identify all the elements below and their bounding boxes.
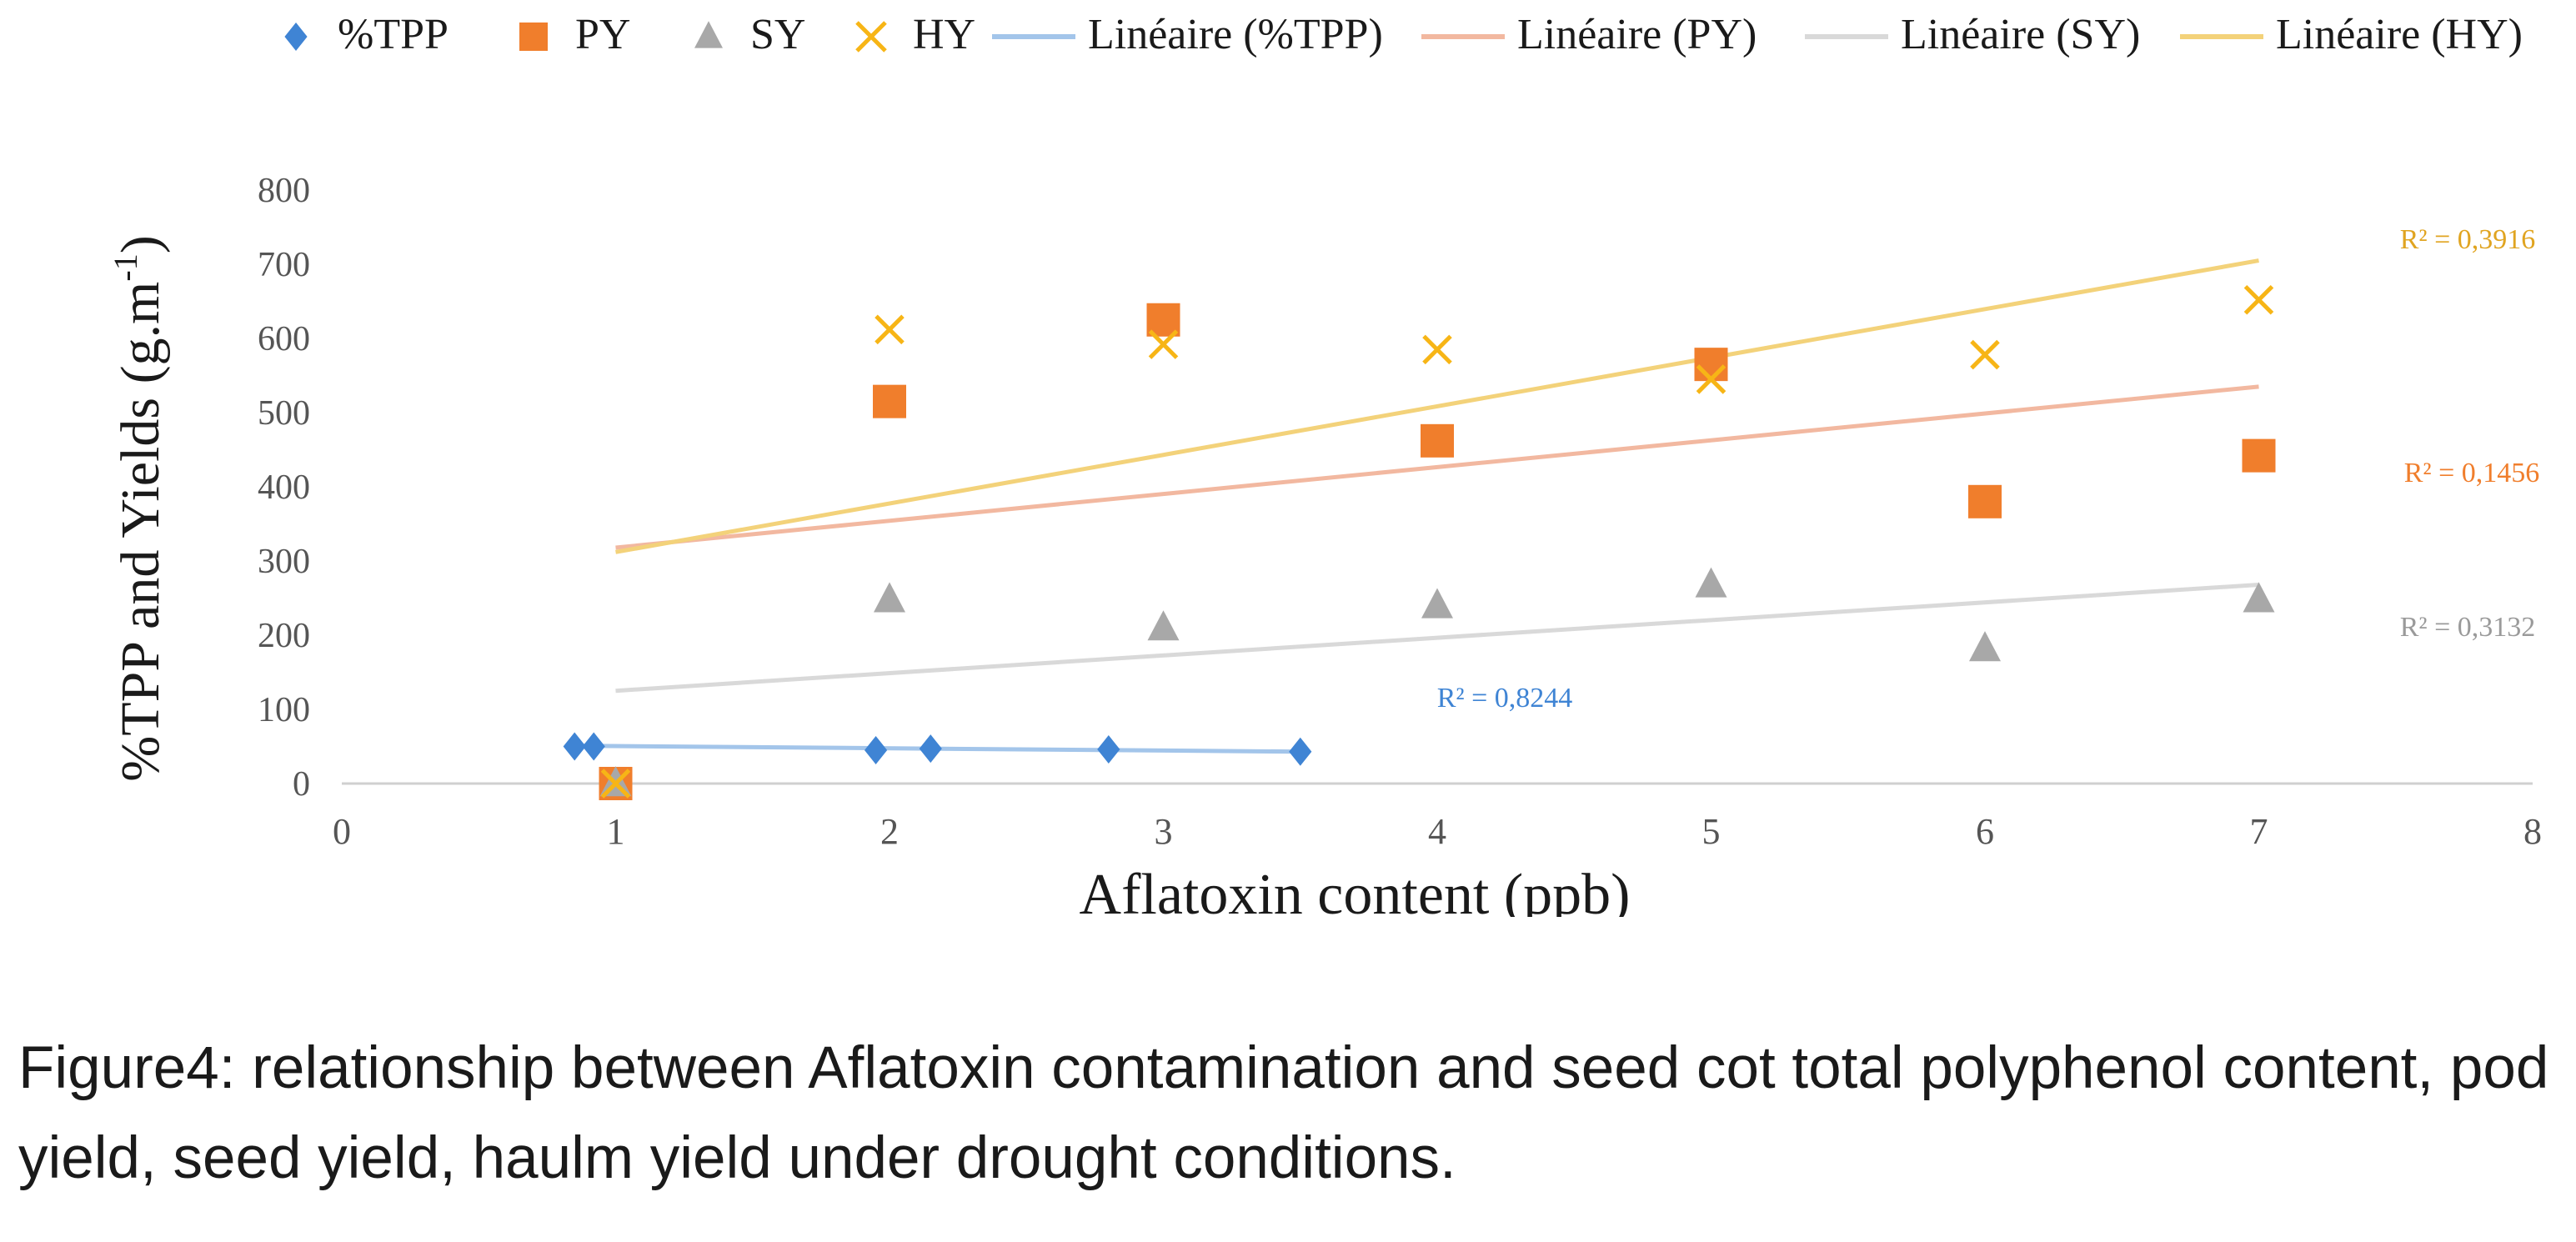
data-point-pct-tpp	[864, 735, 888, 764]
chart: %TPP PY SY HY Linéaire (%TPP) Linéaire (PY) Li…	[107, 11, 2542, 917]
legend-label: HY	[913, 11, 975, 58]
data-point-pct-tpp	[919, 734, 942, 764]
caption-line-2: yield, seed yield, haulm yield under dro…	[18, 1125, 1456, 1191]
data-point-pct-tpp	[563, 732, 586, 761]
data-points	[563, 284, 2276, 800]
x-tick-labels: 0 1 2 3 4 5 6 7 8	[333, 811, 2542, 852]
data-point-hy	[1696, 364, 1727, 394]
x-tick-label: 4	[1428, 811, 1446, 852]
legend-label: Linéaire (%TPP)	[1088, 11, 1383, 58]
x-tick-label: 0	[333, 811, 351, 852]
legend-label: Linéaire (HY)	[2276, 11, 2523, 58]
legend-label: PY	[575, 11, 630, 58]
data-point-py	[1421, 423, 1454, 458]
y-tick-labels: 0 100 200 300 400 500 600 700 800	[258, 172, 310, 804]
legend-label: %TPP	[338, 11, 449, 58]
r2-label: R² = 0,3132	[2400, 612, 2536, 643]
data-point-hy	[1148, 329, 1179, 359]
legend-label: Linéaire (PY)	[1517, 11, 1757, 58]
data-point-sy	[1421, 588, 1453, 618]
trendline	[615, 384, 2259, 550]
data-point-hy	[875, 314, 905, 345]
y-axis-label-main: %TPP and Yields (g.m	[110, 282, 171, 782]
x-tick-label: 3	[1155, 811, 1173, 852]
data-point-hy	[2243, 284, 2274, 315]
data-point-pct-tpp	[1289, 737, 1312, 766]
x-tick-label: 6	[1976, 811, 1994, 852]
r2-label: R² = 0,1456	[2404, 458, 2540, 488]
y-tick-label: 400	[258, 468, 310, 507]
data-point-py	[1968, 484, 2002, 518]
legend-label: SY	[750, 11, 805, 58]
data-point-hy	[1422, 334, 1452, 365]
chart-legend: %TPP PY SY HY Linéaire (%TPP) Linéaire (PY) Li…	[284, 11, 2523, 58]
y-axis-label: %TPP and Yields (g.m-1)	[107, 235, 171, 781]
y-tick-label: 200	[258, 617, 310, 655]
y-axis-label-superscript: -1	[107, 253, 144, 281]
y-tick-label: 500	[258, 394, 310, 433]
x-tick-label: 8	[2523, 811, 2542, 852]
r2-label: R² = 0,8244	[1437, 683, 1573, 714]
data-point-sy	[2243, 582, 2275, 613]
legend-symbol	[519, 23, 548, 51]
data-point-sy	[1969, 631, 2001, 662]
y-tick-label: 100	[258, 691, 310, 729]
y-tick-label: 300	[258, 543, 310, 581]
legend-symbol	[694, 21, 723, 48]
trendlines	[574, 258, 2259, 754]
data-point-pct-tpp	[582, 732, 605, 761]
legend-symbol	[284, 23, 308, 51]
figure-caption: Figure4: relationship between Aflatoxin …	[18, 1024, 2553, 1204]
data-point-hy	[1970, 339, 2000, 370]
data-point-py	[2242, 438, 2276, 473]
data-point-hy	[600, 769, 631, 799]
data-point-py	[873, 384, 906, 418]
y-tick-label: 600	[258, 320, 310, 358]
x-axis-label: Aflatoxin content (ppb)	[1080, 863, 1631, 917]
legend-label: Linéaire (SY)	[1901, 11, 2140, 58]
trendline	[615, 582, 2259, 694]
y-tick-label: 700	[258, 246, 310, 284]
data-point-sy	[874, 582, 905, 613]
caption-line-1: Figure4: relationship between Aflatoxin …	[18, 1035, 2549, 1101]
y-tick-label: 800	[258, 172, 310, 210]
r2-label: R² = 0,3916	[2400, 224, 2536, 255]
r2-labels: R² = 0,8244 R² = 0,1456 R² = 0,3132 R² = 0,…	[1437, 224, 2540, 714]
y-tick-label: 0	[293, 765, 310, 804]
x-tick-label: 2	[880, 811, 899, 852]
trendline	[615, 258, 2259, 554]
x-tick-label: 7	[2250, 811, 2268, 852]
x-tick-label: 5	[1702, 811, 1721, 852]
legend-symbol	[855, 21, 887, 53]
data-point-pct-tpp	[1097, 735, 1120, 764]
data-point-sy	[1147, 610, 1180, 641]
data-point-py	[1694, 348, 1728, 382]
y-axis-label-close: )	[110, 235, 171, 253]
data-point-sy	[1695, 567, 1727, 598]
x-tick-label: 1	[607, 811, 625, 852]
